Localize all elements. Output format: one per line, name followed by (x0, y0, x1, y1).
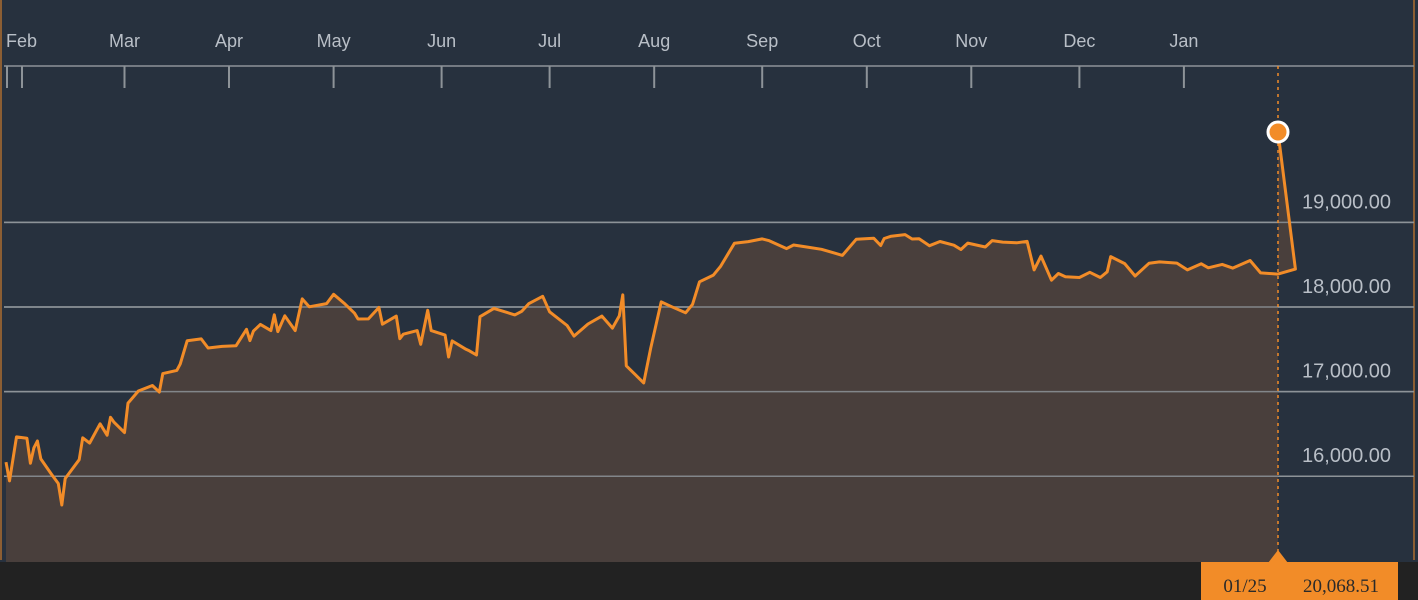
x-tick-label: Aug (638, 31, 670, 51)
x-tick-label: Mar (109, 31, 140, 51)
x-axis-month-labels: Feb Mar Apr May Jun Jul Aug Sep Oct Nov Dec Jan (6, 31, 1198, 51)
readout-background (1201, 562, 1398, 600)
series-area-fill (6, 132, 1296, 562)
y-tick-label: 18,000.00 (1302, 276, 1391, 298)
y-tick-label: 19,000.00 (1302, 191, 1391, 213)
x-tick-label: Sep (746, 31, 778, 51)
readout-pointer (1268, 550, 1288, 563)
x-tick-label: Feb (6, 31, 37, 51)
y-gridlines-overlay (4, 221, 1414, 477)
left-edge-marker (0, 0, 2, 560)
x-tick-label: Jan (1169, 31, 1198, 51)
x-tick-label: Jul (538, 31, 561, 51)
x-tick-label: Nov (955, 31, 987, 51)
readout-date: 01/25 (1223, 576, 1266, 597)
series-line (4, 131, 1297, 507)
date-value-readout: 01/25 20,068.51 (1201, 550, 1398, 600)
last-point-marker[interactable] (1266, 120, 1290, 144)
bottom-bar (0, 562, 1418, 600)
readout-value: 20,068.51 (1303, 576, 1379, 597)
x-tick-label: May (317, 31, 351, 51)
x-tick-label: Apr (215, 31, 243, 51)
x-tick-label: Jun (427, 31, 456, 51)
x-tick-label: Oct (853, 31, 881, 51)
y-tick-label: 17,000.00 (1302, 361, 1391, 383)
x-tick-label: Dec (1063, 31, 1095, 51)
right-edge-marker (1413, 0, 1415, 560)
y-axis-tick-labels: 16,000.00 17,000.00 18,000.00 19,000.00 (1302, 191, 1391, 467)
y-tick-label: 16,000.00 (1302, 445, 1391, 467)
x-axis-ticks (6, 66, 1185, 88)
